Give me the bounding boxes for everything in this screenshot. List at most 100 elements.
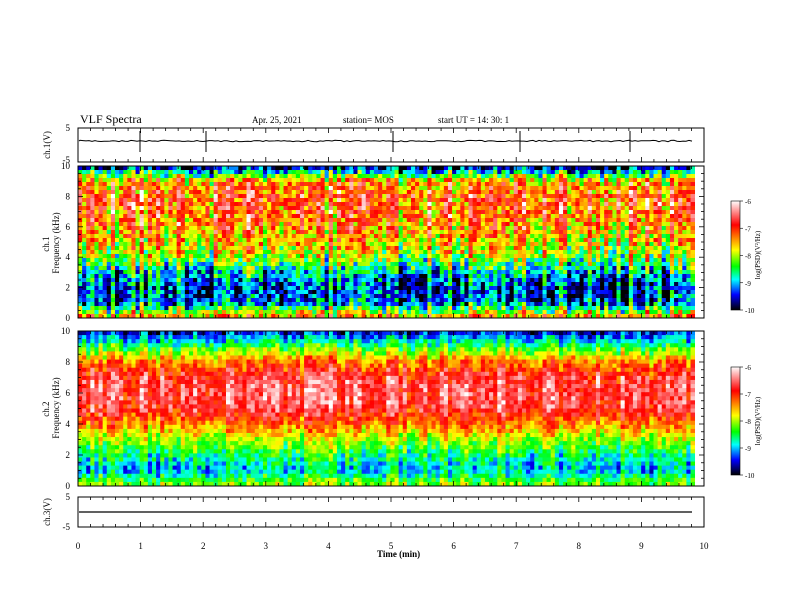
spectrogram-cell [102, 166, 108, 171]
spectrogram-cell [188, 210, 194, 215]
spectrogram-cell [554, 270, 560, 275]
spectrogram-cell [225, 214, 231, 219]
spectrogram-cell [238, 182, 243, 187]
spectrogram-cell [575, 262, 580, 267]
spectrogram-cell [180, 218, 186, 223]
spectrogram-cell [464, 198, 469, 203]
spectrogram-cell [452, 234, 457, 239]
spectrogram-cell [415, 286, 420, 291]
spectrogram-cell [324, 190, 330, 195]
spectrogram-cell [489, 274, 494, 279]
spectrogram-cell [258, 266, 264, 271]
spectrogram-cell [205, 214, 210, 219]
spectrogram-cell [135, 258, 141, 263]
spectrogram-cell [357, 278, 363, 283]
spectrogram-cell [583, 266, 589, 271]
spectrogram-cell [410, 298, 416, 303]
spectrogram-cell [275, 234, 280, 239]
spectrogram-cell [336, 254, 342, 259]
spectrogram-cell [431, 186, 437, 191]
spectrogram-cell [299, 302, 305, 307]
spectrogram-cell [254, 270, 260, 275]
spectrogram-cell [86, 258, 91, 263]
spectrogram-cell [184, 190, 190, 195]
spectrogram-cell [328, 278, 334, 283]
spectrogram-cell [534, 174, 539, 179]
spectrogram-cell [143, 238, 149, 243]
spectrogram-cell [188, 266, 194, 271]
spectrogram-cell [579, 254, 585, 259]
spectrogram-cell [332, 242, 338, 247]
spectrogram-cell [472, 242, 478, 247]
spectrogram-cell [447, 290, 453, 295]
spectrogram-cell [386, 218, 391, 223]
spectrogram-cell [254, 178, 260, 183]
spectrogram-cell [353, 210, 358, 215]
spectrogram-cell [336, 250, 342, 255]
spectrogram-cell [135, 202, 141, 207]
spectrogram-cell [160, 250, 165, 255]
spectrogram-cell [201, 234, 206, 239]
spectrogram-cell [279, 258, 284, 263]
spectrogram-cell [324, 186, 330, 191]
spectrogram-cell [197, 182, 202, 187]
spectrogram-cell [517, 266, 523, 271]
spectrogram-cell [447, 314, 453, 319]
spectrogram-cell [127, 266, 132, 271]
spectrogram-cell [357, 226, 363, 231]
spectrogram-cell [156, 314, 161, 319]
spectrogram-cell [254, 230, 260, 235]
spectrogram-cell [164, 226, 169, 231]
spectrogram-cell [135, 278, 141, 283]
spectrogram-cell [279, 218, 284, 223]
spectrogram-cell [201, 206, 206, 211]
spectrogram-cell [554, 306, 560, 311]
spectrogram-cell [509, 230, 515, 235]
spectrogram-cell [517, 238, 523, 243]
spectrogram-cell [468, 174, 474, 179]
spectrogram-cell [398, 186, 404, 191]
spectrogram-cell [439, 270, 445, 275]
spectrogram-cell [369, 238, 375, 243]
spectrogram-cell [221, 306, 227, 311]
spectrogram-cell [78, 226, 83, 231]
spectrogram-cell [127, 314, 132, 319]
spectrogram-cell [534, 190, 539, 195]
spectrogram-cell [415, 278, 420, 283]
spectrogram-cell [365, 262, 371, 267]
spectrogram-cell [267, 226, 272, 231]
spectrogram-cell [283, 226, 289, 231]
spectrogram-cell [291, 222, 297, 227]
spectrogram-cell [131, 238, 136, 243]
spectrogram-cell [439, 302, 445, 307]
spectrogram-cell [193, 314, 198, 319]
spectrogram-cell [489, 294, 494, 299]
spectrogram-cell [468, 302, 474, 307]
spectrogram-cell [595, 242, 601, 247]
spectrogram-cell [538, 226, 543, 231]
spectrogram-cell [435, 302, 441, 307]
spectrogram-cell [456, 314, 461, 319]
spectrogram-cell [135, 242, 141, 247]
spectrogram-cell [402, 290, 408, 295]
spectrogram-cell [168, 190, 173, 195]
spectrogram-cell [156, 214, 161, 219]
spectrogram-cell [419, 262, 424, 267]
spectrogram-cell [225, 290, 231, 295]
spectrogram-cell [271, 270, 276, 275]
spectrogram-cell [579, 170, 585, 175]
spectrogram-cell [513, 206, 519, 211]
spectrogram-cell [489, 186, 494, 191]
spectrogram-cell [234, 302, 239, 307]
spectrogram-cell [550, 214, 556, 219]
spectrogram-cell [398, 254, 404, 259]
spectrogram-cell [616, 202, 622, 207]
spectrogram-cell [246, 222, 252, 227]
spectrogram-cell [242, 282, 247, 287]
spectrogram-cell [595, 258, 601, 263]
spectrogram-cell [193, 206, 198, 211]
spectrogram-cell [361, 234, 367, 239]
spectrogram-cell [493, 214, 498, 219]
spectrogram-cell [612, 290, 617, 295]
spectrogram-cell [324, 290, 330, 295]
